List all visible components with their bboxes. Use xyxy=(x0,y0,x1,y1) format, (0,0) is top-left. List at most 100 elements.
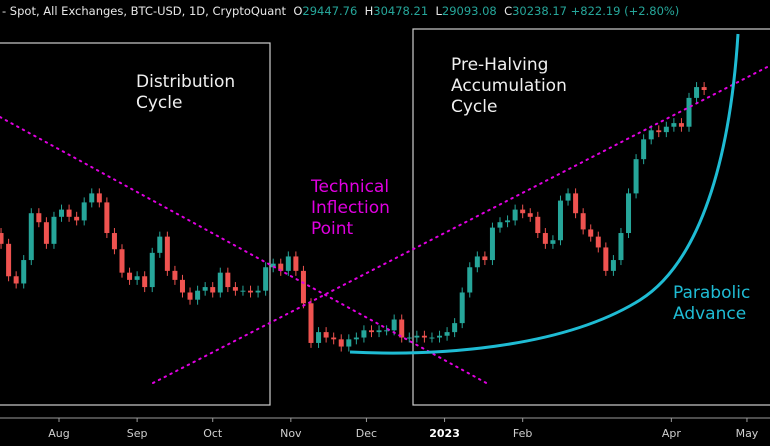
candle-body xyxy=(588,229,594,237)
candle-body xyxy=(255,290,261,293)
candle-body xyxy=(104,202,110,234)
axis-tick-label: Sep xyxy=(126,427,148,440)
candle-body xyxy=(346,339,352,347)
candles xyxy=(0,82,707,352)
candle-body xyxy=(111,233,117,250)
candle-body xyxy=(202,287,208,291)
candle-body xyxy=(399,319,405,338)
symbol-info: - Spot, All Exchanges, BTC-USD, 1D, Cryp… xyxy=(2,4,287,18)
candle-body xyxy=(217,272,223,293)
axis-tick-label: Dec xyxy=(355,427,378,440)
annotation-line: Cycle xyxy=(451,97,498,117)
accumulation-cycle-box xyxy=(412,28,770,406)
candle-body xyxy=(701,87,707,90)
candle-body xyxy=(195,290,201,300)
candle-body xyxy=(467,267,473,293)
candle-body xyxy=(316,332,322,343)
candle-body xyxy=(0,233,4,244)
time-axis-ticks xyxy=(58,418,748,422)
axis-tick-label: Aug xyxy=(48,427,70,440)
candle-body xyxy=(28,213,34,261)
candle-body xyxy=(474,256,480,268)
axis-tick-label: Apr xyxy=(661,427,681,440)
low-label: L xyxy=(435,4,442,18)
candle-body xyxy=(225,272,231,288)
candle-body xyxy=(610,260,616,271)
high-value: 30478.21 xyxy=(373,4,429,18)
candle-body xyxy=(550,240,556,244)
candle-body xyxy=(13,276,19,284)
candle-body xyxy=(565,193,571,201)
candle-body xyxy=(626,193,632,234)
candle-body xyxy=(497,222,503,228)
candle-body xyxy=(164,236,170,271)
candle-body xyxy=(285,256,291,271)
candle-body xyxy=(535,216,541,234)
candle-body xyxy=(323,332,329,338)
technical-inflection-label: Technical Inflection Point xyxy=(311,177,390,240)
annotation-line: Pre-Halving xyxy=(451,55,549,75)
candle-body xyxy=(421,335,427,338)
candle-body xyxy=(633,159,639,194)
axis-tick-label: 2023 xyxy=(429,427,460,440)
axis-tick-label: May xyxy=(735,427,759,440)
candle-body xyxy=(686,97,692,127)
low-value: 29093.08 xyxy=(441,4,497,18)
candle-body xyxy=(270,263,276,268)
candle-body xyxy=(210,287,216,293)
candle-body xyxy=(36,213,42,223)
candle-body xyxy=(429,337,435,339)
close-value: 30238.17 xyxy=(512,4,567,18)
candle-body xyxy=(96,193,102,203)
candle-body xyxy=(573,193,579,214)
candle-body xyxy=(489,227,495,261)
annotation-line: Cycle xyxy=(136,93,183,113)
candle-body xyxy=(278,263,284,271)
candle-body xyxy=(6,243,12,277)
candle-body xyxy=(505,220,511,223)
candle-body xyxy=(406,337,412,339)
candle-body xyxy=(81,202,87,221)
candle-body xyxy=(240,290,246,292)
annotation-line: Parabolic xyxy=(673,283,751,303)
candle-body xyxy=(482,256,488,261)
axis-tick-label: Feb xyxy=(512,427,533,440)
candle-body xyxy=(157,236,163,253)
annotation-line: Inflection xyxy=(311,198,390,218)
close-label: C xyxy=(504,4,513,18)
candle-body xyxy=(353,337,359,340)
descending-trendline xyxy=(0,116,491,386)
candle-body xyxy=(520,209,526,214)
candle-body xyxy=(149,252,155,288)
candle-body xyxy=(119,249,125,273)
candle-body xyxy=(361,330,367,338)
candle-body xyxy=(248,290,254,293)
ascending-trendline xyxy=(152,64,770,384)
candle-body xyxy=(452,323,458,333)
chart-legend-header: - Spot, All Exchanges, BTC-USD, 1D, Cryp… xyxy=(2,4,679,18)
candle-body xyxy=(656,130,662,133)
candle-body xyxy=(557,200,563,241)
candle-body xyxy=(671,123,677,127)
candle-body xyxy=(59,209,65,217)
candle-body xyxy=(368,330,374,333)
candle-body xyxy=(187,292,193,300)
candle-body xyxy=(127,272,133,280)
candle-body xyxy=(663,126,669,133)
candle-body xyxy=(678,123,684,127)
candle-body xyxy=(74,216,80,221)
accumulation-cycle-label: Pre-Halving Accumulation Cycle xyxy=(451,55,567,118)
candle-body xyxy=(172,270,178,280)
candle-body xyxy=(300,270,306,304)
candle-body xyxy=(331,337,337,340)
candle-body xyxy=(437,335,443,338)
annotation-line: Distribution xyxy=(136,72,236,92)
candle-body xyxy=(641,139,647,160)
open-value: 29447.76 xyxy=(302,4,358,18)
candle-body xyxy=(618,233,624,261)
candle-body xyxy=(21,260,27,284)
candle-body xyxy=(512,209,518,221)
candle-body xyxy=(66,209,72,217)
candle-body xyxy=(89,193,95,203)
